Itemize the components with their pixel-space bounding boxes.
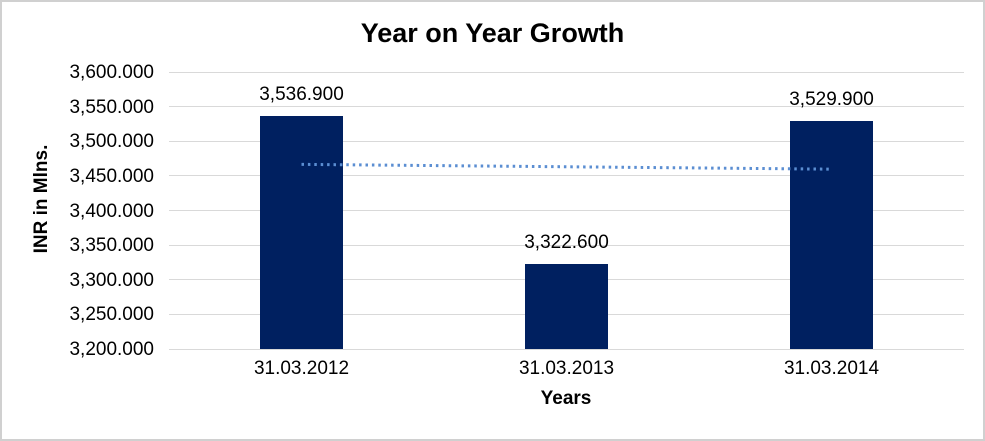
- y-tick-label: 3,350.000: [69, 235, 154, 257]
- y-tick-label: 3,450.000: [69, 165, 154, 187]
- x-tick-label: 31.03.2013: [518, 358, 615, 379]
- data-label: 3,322.600: [524, 232, 609, 254]
- gridline: [169, 244, 964, 246]
- y-tick-label: 3,250.000: [69, 304, 154, 326]
- gridline: [169, 175, 964, 177]
- x-tick-label: 31.03.2014: [783, 358, 880, 379]
- chart-title: Year on Year Growth: [360, 18, 625, 48]
- gridline: [169, 210, 964, 211]
- x-tick-label: 31.03.2012: [253, 358, 350, 379]
- gridline: [169, 140, 964, 142]
- y-tick-label: 3,600.000: [69, 62, 154, 83]
- y-tick-label: 3,550.000: [69, 96, 154, 118]
- data-label: 3,529.900: [789, 88, 874, 110]
- y-tick-label: 3,200.000: [69, 339, 154, 360]
- y-tick-label: 3,400.000: [69, 200, 154, 222]
- bar-31.03.2012: [260, 115, 343, 349]
- y-tick-label: 3,300.000: [69, 269, 154, 291]
- y-tick-label: 3,500.000: [69, 131, 154, 153]
- gridline: [169, 348, 964, 350]
- gridline: [169, 106, 964, 108]
- gridline: [169, 71, 964, 73]
- bar-31.03.2013: [525, 264, 608, 349]
- bar-31.03.2014: [790, 120, 873, 349]
- x-axis-title: Years: [540, 388, 592, 409]
- data-label: 3,536.900: [259, 83, 344, 105]
